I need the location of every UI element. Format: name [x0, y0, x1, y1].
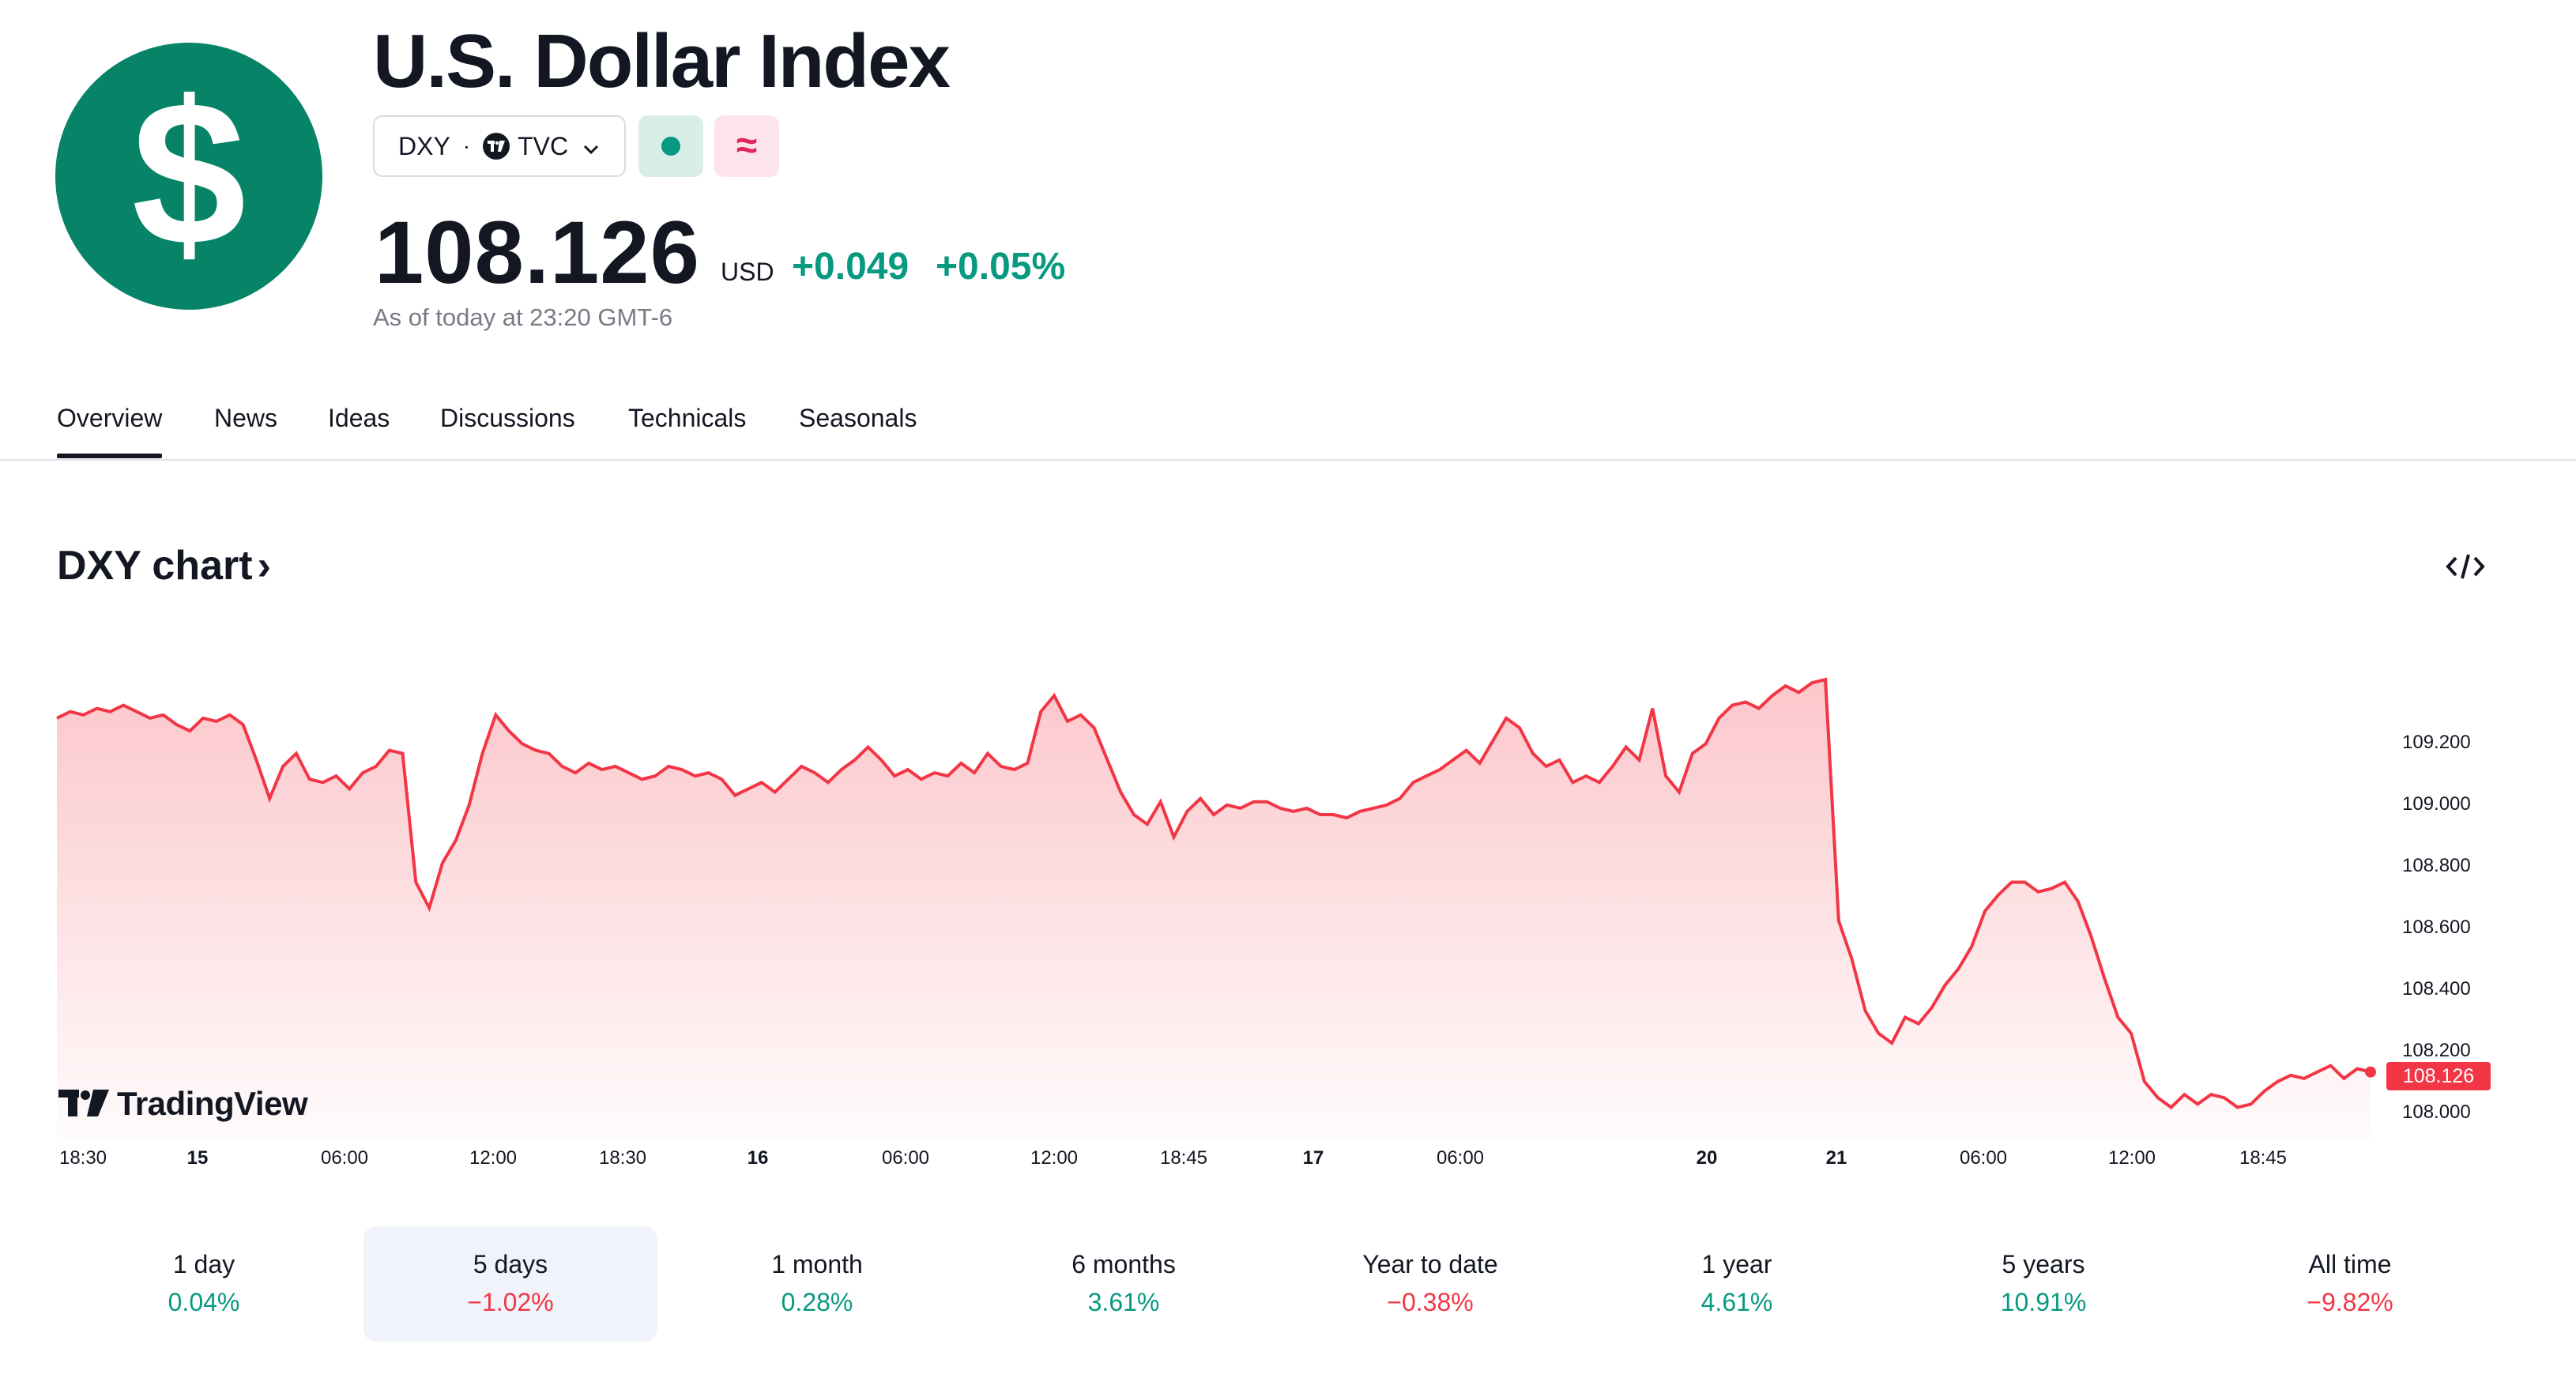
y-tick: 108.000 — [2402, 1101, 2471, 1123]
symbol-label: DXY — [398, 131, 450, 160]
x-tick: 18:45 — [2239, 1147, 2288, 1169]
y-tick: 109.200 — [2402, 732, 2471, 753]
tab-ideas[interactable]: Ideas — [328, 404, 390, 432]
period-change: −0.38% — [1387, 1288, 1474, 1316]
period-change: 3.61% — [1087, 1288, 1160, 1316]
x-tick: 18:30 — [58, 1147, 107, 1169]
tab-seasonals[interactable]: Seasonals — [799, 404, 917, 432]
exchange-label: TVC — [518, 131, 569, 160]
period-label: 5 days — [473, 1250, 548, 1278]
period-label: 1 month — [771, 1250, 863, 1278]
separator-dot: · — [462, 134, 471, 158]
page-title: U.S. Dollar Index — [373, 19, 951, 104]
period-year-to-date[interactable]: Year to date −0.38% — [1283, 1226, 1577, 1342]
last-price-tag: 108.126 — [2386, 1062, 2491, 1090]
currency-label: USD — [721, 258, 774, 286]
x-tick: 06:00 — [1959, 1147, 2008, 1169]
period-label: 1 year — [1701, 1250, 1772, 1278]
tab-technicals[interactable]: Technicals — [628, 404, 747, 432]
y-tick: 108.800 — [2402, 855, 2471, 876]
y-tick: 108.400 — [2402, 978, 2471, 1000]
period-change: −9.82% — [2307, 1288, 2393, 1316]
chevron-right-icon: › — [257, 543, 271, 589]
price-change-percent: +0.05% — [936, 246, 1066, 288]
x-tick: 12:00 — [469, 1147, 518, 1169]
period-label: 6 months — [1071, 1250, 1176, 1278]
x-tick: 20 — [1696, 1147, 1718, 1169]
x-tick: 16 — [747, 1147, 769, 1169]
tradingview-logo-icon — [58, 1090, 109, 1116]
x-tick: 21 — [1825, 1147, 1847, 1169]
tradingview-mini-icon — [483, 133, 510, 160]
tradingview-wordmark: TradingView — [117, 1085, 308, 1122]
period-label: 1 day — [172, 1250, 235, 1278]
tab-news[interactable]: News — [214, 404, 278, 432]
svg-text:$: $ — [132, 59, 247, 288]
y-tick: 108.200 — [2402, 1040, 2471, 1061]
period-label: Year to date — [1362, 1250, 1498, 1278]
x-tick: 12:00 — [2107, 1147, 2156, 1169]
y-tick: 109.000 — [2402, 793, 2471, 815]
period-label: 5 years — [2002, 1250, 2085, 1278]
period-all-time[interactable]: All time −9.82% — [2203, 1226, 2497, 1342]
last-update-timestamp: As of today at 23:20 GMT-6 — [373, 303, 673, 331]
price-area-fill — [57, 680, 2371, 1138]
x-tick: 06:00 — [320, 1147, 369, 1169]
dollar-sign-icon: $ — [55, 43, 322, 310]
market-status-badge[interactable] — [638, 115, 703, 177]
x-tick: 06:00 — [881, 1147, 930, 1169]
y-tick: 108.600 — [2402, 917, 2471, 938]
period-label: All time — [2308, 1250, 2392, 1278]
symbol-exchange-dropdown[interactable]: DXY · TVC — [373, 115, 626, 177]
period-1-year[interactable]: 1 year 4.61% — [1590, 1226, 1884, 1342]
period-6-months[interactable]: 6 months 3.61% — [977, 1226, 1271, 1342]
price-change-absolute: +0.049 — [792, 246, 910, 288]
period-change: 0.04% — [168, 1288, 240, 1316]
chart-title-link[interactable]: DXY chart › — [57, 542, 271, 589]
x-tick: 12:00 — [1030, 1147, 1079, 1169]
period-change: 0.28% — [781, 1288, 853, 1316]
tradingview-logo[interactable]: TradingView — [58, 1084, 308, 1124]
x-tick: 06:00 — [1436, 1147, 1485, 1169]
approx-icon: ≈ — [736, 125, 758, 167]
period-change: −1.02% — [467, 1288, 554, 1316]
status-dot-icon — [661, 137, 680, 156]
price-line — [56, 677, 2371, 1110]
price-chart[interactable] — [0, 632, 2576, 1154]
period-1-month[interactable]: 1 month 0.28% — [670, 1226, 964, 1342]
last-price-marker — [2365, 1066, 2376, 1078]
x-tick: 17 — [1302, 1147, 1324, 1169]
x-tick: 18:30 — [598, 1147, 647, 1169]
tab-overview[interactable]: Overview — [57, 404, 163, 458]
tab-discussions[interactable]: Discussions — [440, 404, 575, 432]
tab-bar: Overview News Ideas Discussions Technica… — [0, 399, 2576, 461]
x-tick: 15 — [186, 1147, 209, 1169]
period-5-years[interactable]: 5 years 10.91% — [1896, 1226, 2190, 1342]
period-1-day[interactable]: 1 day 0.04% — [57, 1226, 351, 1342]
data-delay-badge[interactable]: ≈ — [714, 115, 779, 177]
last-price: 108.126 — [375, 203, 700, 302]
period-change: 10.91% — [2000, 1288, 2087, 1316]
period-5-days[interactable]: 5 days −1.02% — [363, 1226, 657, 1342]
chevron-down-icon — [582, 132, 600, 161]
chart-title-text: DXY chart — [57, 543, 253, 589]
code-embed-icon[interactable] — [2442, 547, 2489, 586]
period-change: 4.61% — [1700, 1288, 1773, 1316]
x-tick: 18:45 — [1159, 1147, 1208, 1169]
